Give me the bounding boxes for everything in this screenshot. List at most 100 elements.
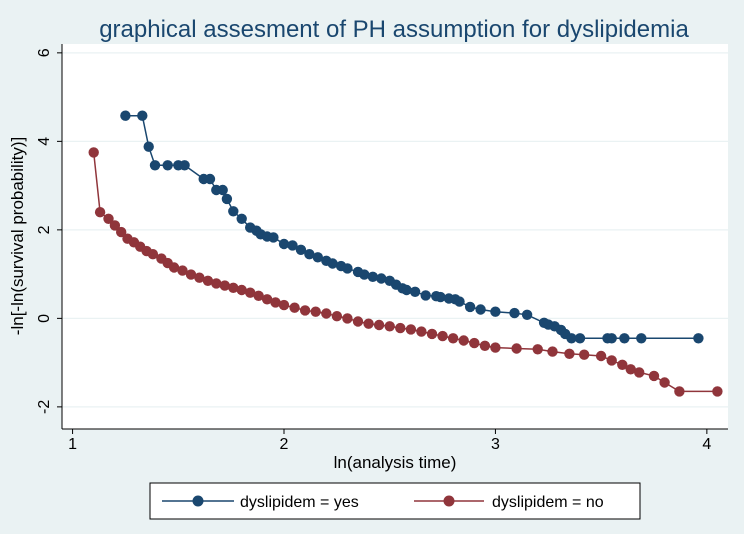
- data-point: [268, 232, 279, 243]
- data-point: [636, 333, 647, 344]
- data-point: [312, 252, 323, 263]
- data-point: [221, 193, 233, 205]
- data-point: [162, 160, 173, 171]
- x-tick-label: 2: [280, 436, 289, 453]
- data-point: [245, 287, 256, 298]
- data-point: [310, 306, 321, 317]
- data-point: [177, 265, 188, 276]
- grid-lines: [62, 52, 728, 408]
- x-tick-label: 1: [68, 436, 77, 453]
- data-point: [479, 340, 491, 351]
- data-point: [490, 342, 501, 353]
- legend-label-yes: dyslipidem = yes: [240, 494, 359, 511]
- data-point: [236, 213, 247, 224]
- data-point: [359, 269, 370, 280]
- data-point: [149, 160, 161, 171]
- data-point: [634, 367, 645, 378]
- data-point: [606, 355, 617, 366]
- data-point: [327, 258, 338, 269]
- data-point: [384, 321, 395, 332]
- data-point: [447, 333, 459, 344]
- data-point: [287, 240, 298, 251]
- data-point: [659, 377, 670, 388]
- plot-area: [62, 44, 728, 429]
- data-point: [475, 304, 486, 315]
- data-point: [236, 284, 247, 296]
- y-tick-label: 2: [36, 225, 53, 234]
- data-point: [228, 282, 239, 293]
- data-point: [295, 244, 307, 255]
- data-point: [409, 286, 421, 297]
- legend: dyslipidem = yes dyslipidem = no: [149, 482, 641, 520]
- chart-title: graphical assesment of PH assumption for…: [99, 16, 689, 43]
- data-point: [179, 160, 190, 171]
- y-tick-label: -2: [36, 400, 53, 414]
- data-point: [253, 290, 264, 301]
- data-point: [143, 141, 154, 152]
- data-point: [674, 386, 685, 397]
- data-point: [103, 213, 114, 224]
- data-point: [437, 330, 448, 342]
- data-point: [401, 284, 412, 296]
- data-point: [137, 110, 148, 121]
- data-point: [202, 275, 214, 286]
- data-point: [168, 262, 180, 273]
- data-point: [454, 296, 465, 307]
- data-point: [342, 313, 353, 324]
- data-point: [416, 326, 427, 337]
- y-tick-label: 4: [36, 137, 53, 146]
- data-point: [564, 348, 575, 359]
- data-point: [469, 337, 480, 349]
- series-layer: [88, 110, 723, 397]
- axes: -2 0 2 4 6 1 2 3 4: [36, 44, 728, 453]
- data-point: [648, 370, 660, 382]
- legend-marker-yes: [192, 495, 204, 507]
- data-point: [511, 343, 522, 354]
- data-point: [321, 308, 332, 319]
- data-point: [278, 238, 290, 250]
- y-axis-label: -ln[-ln(survival probability)]: [8, 137, 27, 335]
- data-point: [579, 349, 590, 360]
- data-point: [204, 173, 216, 185]
- y-tick-label: 0: [36, 314, 53, 323]
- data-point: [116, 226, 127, 238]
- data-point: [464, 301, 476, 313]
- data-point: [363, 318, 374, 329]
- data-point: [211, 278, 222, 289]
- data-point: [547, 346, 558, 357]
- data-point: [194, 272, 205, 283]
- data-point: [88, 147, 99, 158]
- series-0: [120, 110, 704, 344]
- x-axis-label: ln(analysis time): [334, 453, 457, 472]
- data-point: [509, 307, 520, 319]
- data-point: [693, 333, 704, 344]
- data-point: [367, 271, 378, 282]
- data-point: [299, 305, 311, 316]
- data-point: [606, 333, 617, 344]
- data-point: [228, 206, 239, 217]
- data-point: [566, 333, 577, 344]
- data-point: [625, 364, 636, 375]
- y-tick-label: 6: [36, 48, 53, 57]
- data-point: [395, 322, 406, 334]
- data-point: [373, 319, 385, 331]
- data-point: [261, 294, 273, 305]
- legend-marker-no: [443, 495, 455, 507]
- data-point: [595, 350, 607, 362]
- data-point: [217, 184, 228, 196]
- data-point: [147, 249, 159, 260]
- x-tick-label: 3: [491, 436, 500, 453]
- data-point: [426, 328, 438, 340]
- x-tick-label: 4: [702, 436, 711, 453]
- data-point: [270, 297, 281, 308]
- data-point: [458, 335, 469, 346]
- data-point: [617, 359, 628, 370]
- data-point: [712, 386, 723, 397]
- data-point: [289, 302, 300, 313]
- data-point: [304, 249, 315, 260]
- data-point: [420, 290, 431, 301]
- data-point: [490, 306, 501, 317]
- data-point: [331, 311, 343, 322]
- data-point: [94, 207, 106, 218]
